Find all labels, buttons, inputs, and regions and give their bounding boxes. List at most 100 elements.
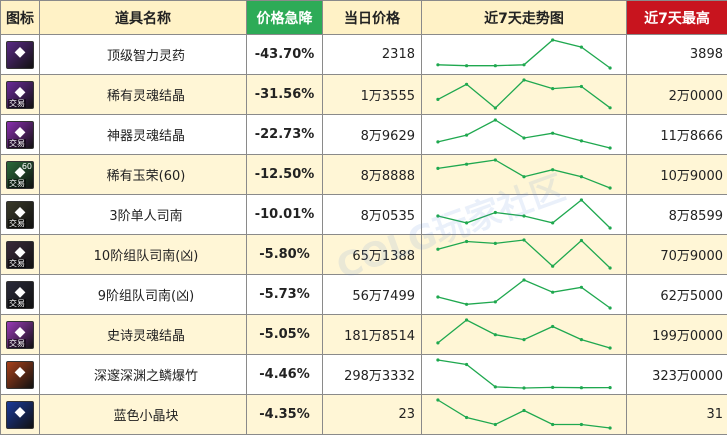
compass-icon: ◆交易 bbox=[6, 201, 34, 229]
price-drop: -10.01% bbox=[247, 195, 323, 235]
trend-sparkline bbox=[422, 35, 626, 74]
icon-cell: ◆交易 bbox=[1, 275, 40, 315]
today-price: 65万1388 bbox=[323, 235, 422, 275]
data-point bbox=[465, 240, 468, 243]
icon-cell: ◆交易 bbox=[1, 195, 40, 235]
trend-cell bbox=[422, 155, 627, 195]
data-point bbox=[608, 266, 611, 269]
data-point bbox=[551, 386, 554, 389]
trend-cell bbox=[422, 75, 627, 115]
data-point bbox=[436, 358, 439, 361]
trend-sparkline bbox=[422, 275, 626, 314]
header-7day-trend: 近7天走势图 bbox=[422, 1, 627, 35]
max-price: 199万0000 bbox=[627, 315, 727, 355]
data-point bbox=[580, 286, 583, 289]
trend-sparkline bbox=[422, 115, 626, 154]
today-price: 8万0535 bbox=[323, 195, 422, 235]
series-line bbox=[438, 280, 610, 308]
data-point bbox=[608, 386, 611, 389]
max-price: 11万8666 bbox=[627, 115, 727, 155]
data-point bbox=[494, 242, 497, 245]
price-drop: -4.35% bbox=[247, 395, 323, 435]
trend-cell bbox=[422, 35, 627, 75]
max-price: 10万9000 bbox=[627, 155, 727, 195]
today-price: 8万8888 bbox=[323, 155, 422, 195]
today-price: 2318 bbox=[323, 35, 422, 75]
max-price: 62万5000 bbox=[627, 275, 727, 315]
data-point bbox=[522, 238, 525, 241]
series-line bbox=[438, 320, 610, 348]
series-line bbox=[438, 360, 610, 388]
data-point bbox=[551, 87, 554, 90]
price-drop: -5.73% bbox=[247, 275, 323, 315]
max-price: 323万0000 bbox=[627, 355, 727, 395]
data-point bbox=[465, 303, 468, 306]
max-price: 70万9000 bbox=[627, 235, 727, 275]
today-price: 298万3332 bbox=[323, 355, 422, 395]
max-price: 8万8599 bbox=[627, 195, 727, 235]
trade-tag: 交易 bbox=[8, 99, 26, 108]
soul-crystal-icon: ◆交易 bbox=[6, 121, 34, 149]
data-point bbox=[580, 139, 583, 142]
data-point bbox=[436, 214, 439, 217]
data-point bbox=[608, 226, 611, 229]
data-point bbox=[465, 221, 468, 224]
trade-tag: 交易 bbox=[8, 139, 26, 148]
item-name: 稀有玉荣(60) bbox=[40, 155, 247, 195]
today-price: 8万9629 bbox=[323, 115, 422, 155]
blue-crystal-icon: ◆ bbox=[6, 401, 34, 429]
data-point bbox=[436, 63, 439, 66]
icon-cell: ◆交易 bbox=[1, 115, 40, 155]
data-point bbox=[522, 63, 525, 66]
today-price: 181万8514 bbox=[323, 315, 422, 355]
data-point bbox=[580, 239, 583, 242]
price-drop: -31.56% bbox=[247, 75, 323, 115]
today-price: 1万3555 bbox=[323, 75, 422, 115]
compass-icon: ◆交易 bbox=[6, 241, 34, 269]
today-price: 23 bbox=[323, 395, 422, 435]
series-line bbox=[438, 240, 610, 268]
data-point bbox=[494, 118, 497, 121]
icon-cell: ◆ bbox=[1, 355, 40, 395]
data-point bbox=[608, 346, 611, 349]
data-point bbox=[494, 385, 497, 388]
item-name: 稀有灵魂结晶 bbox=[40, 75, 247, 115]
price-drop: -12.50% bbox=[247, 155, 323, 195]
trade-tag: 交易 bbox=[8, 339, 26, 348]
data-point bbox=[494, 333, 497, 336]
header-7day-max: 近7天最高 bbox=[627, 1, 727, 35]
trend-sparkline bbox=[422, 195, 626, 234]
series-line bbox=[438, 400, 610, 428]
data-point bbox=[522, 278, 525, 281]
data-point bbox=[465, 363, 468, 366]
max-price: 3898 bbox=[627, 35, 727, 75]
item-name: 顶级智力灵药 bbox=[40, 35, 247, 75]
header-item-name: 道具名称 bbox=[40, 1, 247, 35]
data-point bbox=[436, 295, 439, 298]
data-point bbox=[608, 66, 611, 69]
data-point bbox=[494, 423, 497, 426]
data-point bbox=[494, 106, 497, 109]
data-point bbox=[494, 300, 497, 303]
data-point bbox=[436, 248, 439, 251]
trend-sparkline bbox=[422, 155, 626, 194]
data-point bbox=[551, 325, 554, 328]
data-point bbox=[465, 416, 468, 419]
compass-icon: ◆交易 bbox=[6, 281, 34, 309]
data-point bbox=[551, 168, 554, 171]
data-point bbox=[551, 423, 554, 426]
data-point bbox=[608, 186, 611, 189]
icon-cell: ◆ bbox=[1, 35, 40, 75]
trend-sparkline bbox=[422, 315, 626, 354]
today-price: 56万7499 bbox=[323, 275, 422, 315]
